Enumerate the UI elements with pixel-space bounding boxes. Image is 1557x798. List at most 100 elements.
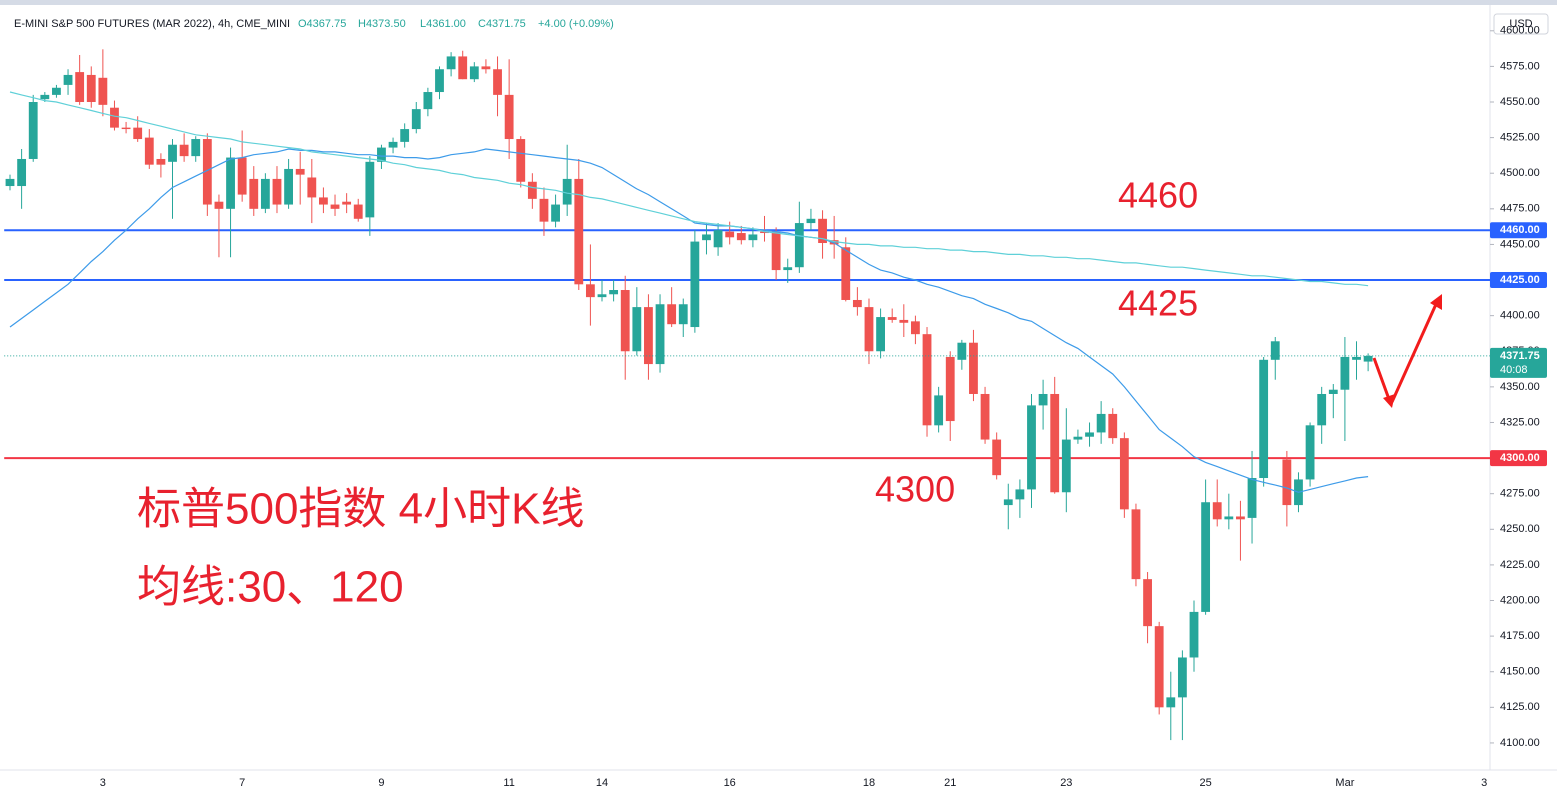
candle-body	[1340, 356, 1350, 390]
candle-body	[1328, 389, 1338, 394]
ohlc-label: C4371.75	[478, 18, 526, 30]
candle-body	[110, 107, 119, 128]
candle-body	[458, 56, 468, 80]
candle-body	[1061, 439, 1071, 493]
candle-body	[725, 231, 735, 238]
candle-body	[771, 231, 781, 271]
y-tick-label: 4225.00	[1500, 559, 1540, 571]
candle-body	[713, 230, 723, 248]
candle-body	[551, 204, 560, 222]
candle-body	[1317, 393, 1327, 426]
candle-body	[644, 307, 653, 365]
annotation: 标普500指数 4小时K线	[137, 485, 584, 534]
ohlc-label: +4.00 (+0.09%)	[538, 18, 614, 30]
candle-body	[736, 233, 746, 241]
moving-average	[9, 148, 1369, 493]
price-line-label-box	[1490, 222, 1547, 239]
candle-body	[284, 168, 294, 205]
candle-body	[690, 241, 700, 328]
currency-box[interactable]	[1493, 13, 1549, 35]
candle-body	[1247, 478, 1257, 518]
price-line-label-box	[1490, 450, 1547, 467]
candle-body	[481, 66, 491, 70]
annotation: 4425	[1118, 283, 1198, 324]
candle-body	[678, 304, 688, 325]
candle-body	[446, 56, 456, 70]
x-tick-label: 18	[863, 777, 875, 789]
candle-body	[829, 240, 839, 245]
candle-body	[667, 304, 677, 325]
candle-body	[17, 158, 27, 187]
candle-body	[516, 139, 526, 182]
candle-body	[133, 127, 143, 140]
candle-body	[75, 72, 85, 103]
candle-body	[249, 178, 259, 209]
candle-body	[237, 157, 247, 195]
candle-body	[945, 356, 955, 422]
candle-body	[655, 304, 665, 365]
candle-body	[52, 87, 61, 95]
candle-body	[226, 157, 235, 209]
y-tick-label: 4450.00	[1500, 238, 1540, 250]
candle-body	[388, 141, 398, 148]
currency: USD	[1509, 18, 1532, 30]
candle-body	[411, 109, 421, 130]
top-border	[0, 0, 1557, 5]
candle-body	[493, 69, 502, 95]
candle-body	[504, 94, 514, 140]
candle-body	[806, 218, 816, 224]
candle-body	[1108, 413, 1118, 439]
candle-body	[1050, 393, 1060, 493]
arrow-up	[1390, 301, 1439, 403]
candle-body	[632, 307, 642, 352]
candle-body	[1096, 413, 1106, 433]
candle-body	[887, 317, 897, 320]
candle-body	[1038, 393, 1048, 406]
candle-body	[1282, 459, 1292, 506]
candle-body	[1085, 432, 1094, 437]
candle-body	[864, 307, 874, 352]
annotation: 均线:30、120	[137, 563, 404, 612]
plot-area	[4, 49, 1490, 741]
candle-body	[330, 204, 340, 209]
y-tick-label: 4150.00	[1500, 666, 1540, 678]
candle-body	[620, 290, 630, 352]
candle-body	[272, 178, 282, 205]
candle-body	[1259, 359, 1269, 479]
candle-body	[852, 299, 862, 308]
candle-body	[365, 161, 375, 218]
candle-body	[922, 334, 932, 426]
annotation: 4460	[1118, 175, 1198, 216]
y-tick-label: 4350.00	[1500, 381, 1540, 393]
x-tick-label: 25	[1199, 777, 1211, 789]
price-line-label-box	[1490, 272, 1547, 289]
candle-body	[1305, 425, 1315, 480]
candle-body	[144, 137, 154, 165]
candle-body	[702, 234, 711, 241]
last-price-label: 4371.75	[1500, 350, 1540, 362]
candle-body	[342, 201, 352, 205]
candle-body	[1027, 405, 1036, 490]
ohlc-label: L4361.00	[420, 18, 466, 30]
y-tick-label: 4200.00	[1500, 594, 1540, 606]
candle-body	[260, 178, 270, 209]
candle-body	[63, 74, 73, 85]
x-tick-label: Mar	[1335, 777, 1354, 789]
candle-body	[1119, 438, 1129, 510]
candle-body	[527, 181, 537, 199]
arrow-down	[1372, 357, 1392, 403]
candle-body	[435, 69, 444, 93]
candle-body	[1212, 502, 1222, 520]
candle-body	[957, 342, 967, 360]
candle-body	[214, 201, 224, 209]
candle-body	[609, 290, 619, 295]
candle-body	[783, 267, 793, 271]
candle-body	[818, 218, 827, 244]
y-tick-label: 4250.00	[1500, 523, 1540, 535]
candle-body	[202, 139, 212, 205]
candle-body	[1363, 355, 1373, 362]
candle-body	[539, 198, 549, 222]
y-tick-label: 4275.00	[1500, 488, 1540, 500]
candle-body	[760, 231, 769, 234]
x-tick-label: 9	[378, 777, 384, 789]
